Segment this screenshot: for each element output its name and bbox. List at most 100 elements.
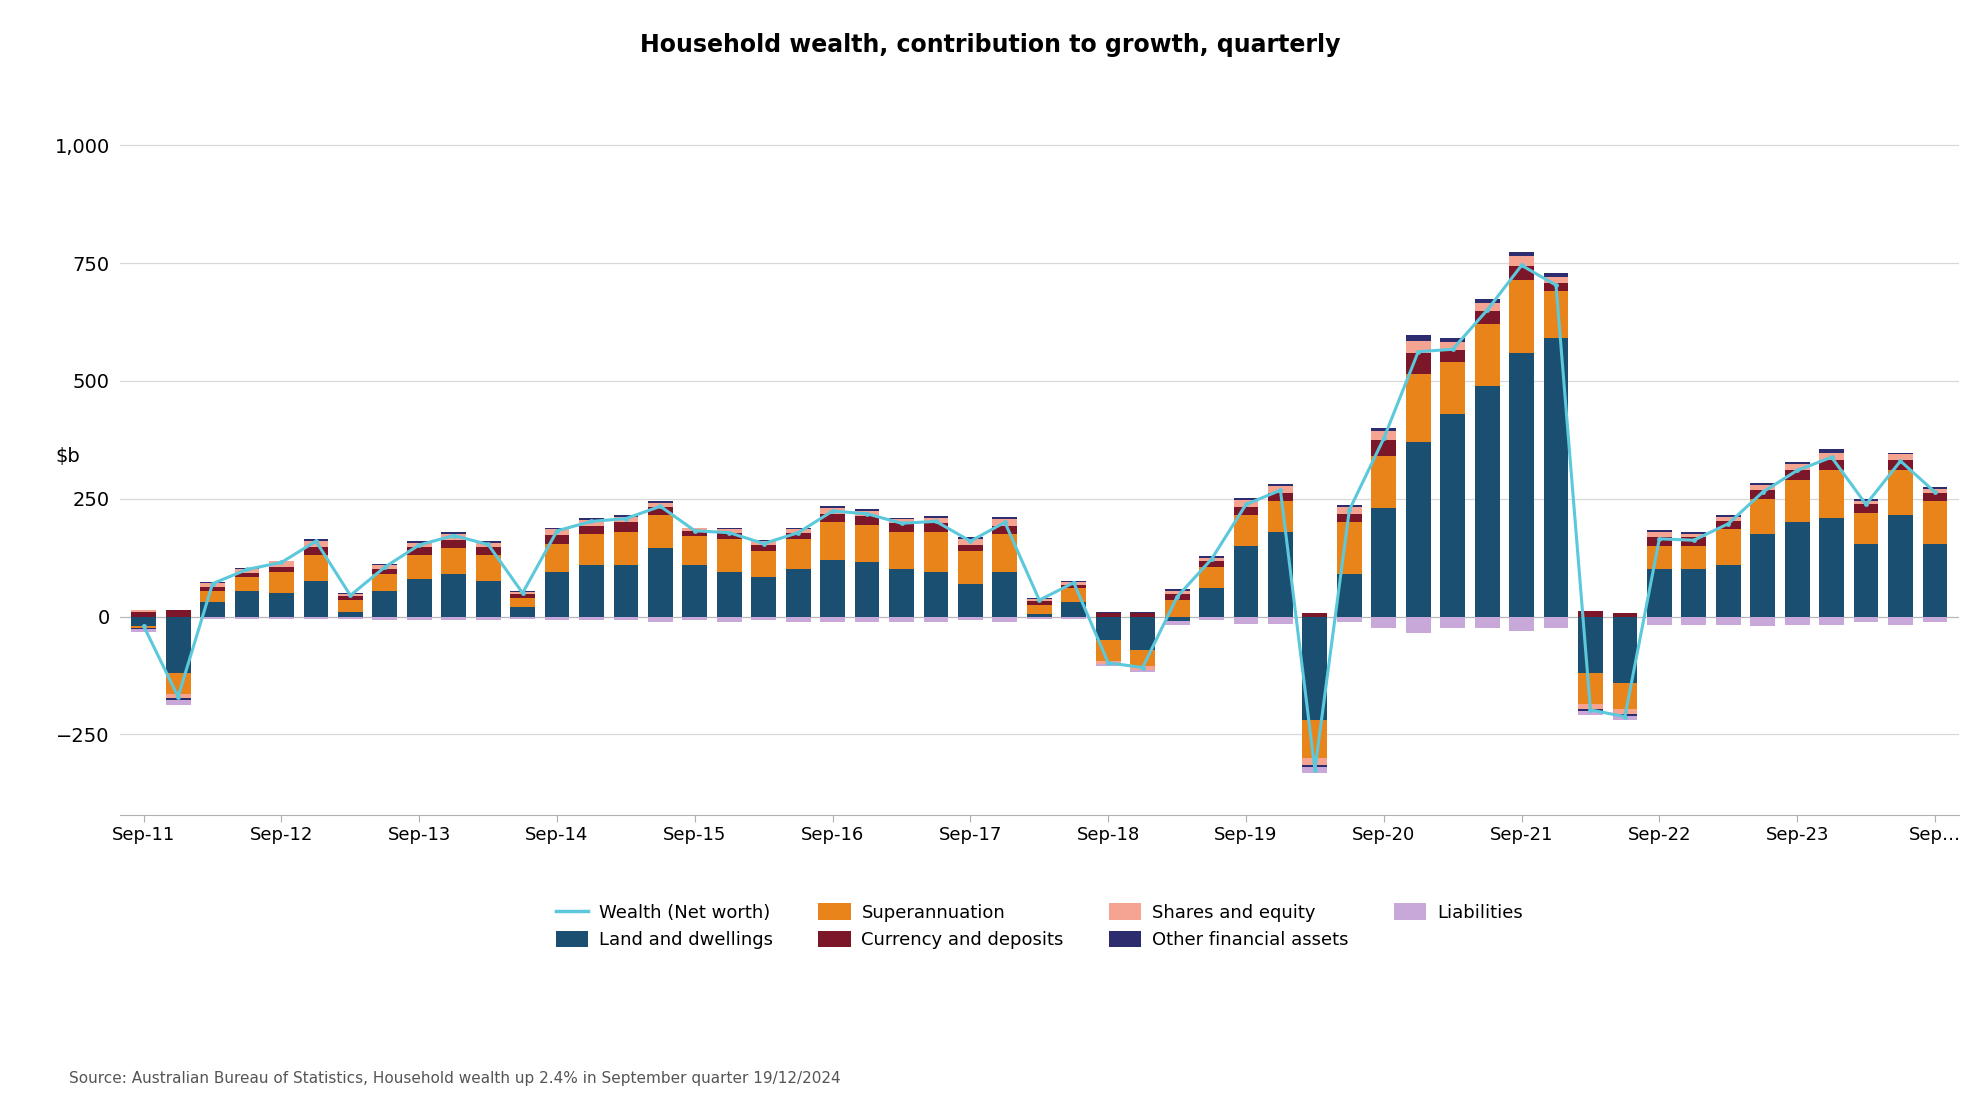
Bar <box>750 617 776 620</box>
Text: Source: Australian Bureau of Statistics, Household wealth up 2.4% in September q: Source: Australian Bureau of Statistics,… <box>69 1071 842 1087</box>
Bar <box>200 617 226 619</box>
Bar <box>1234 546 1259 617</box>
Legend: Wealth (Net worth), Land and dwellings, Superannuation, Currency and deposits, S: Wealth (Net worth), Land and dwellings, … <box>556 903 1523 949</box>
Bar <box>442 617 465 620</box>
Bar <box>889 531 915 570</box>
Bar <box>717 617 742 623</box>
Bar <box>1784 470 1810 480</box>
Bar <box>1578 610 1604 617</box>
Bar <box>820 617 845 623</box>
Bar <box>1061 582 1087 584</box>
Bar <box>1095 640 1121 661</box>
Bar <box>923 572 948 617</box>
Bar <box>372 564 398 569</box>
Bar <box>303 556 329 581</box>
Bar <box>1234 499 1259 507</box>
Bar <box>1923 493 1948 502</box>
Bar <box>442 535 465 540</box>
Bar <box>1475 311 1499 324</box>
Bar <box>544 572 570 617</box>
Bar <box>923 531 948 572</box>
Bar <box>1475 386 1499 617</box>
Bar <box>1923 502 1948 543</box>
Bar <box>269 593 293 617</box>
Bar <box>269 568 293 572</box>
Bar <box>1234 515 1259 546</box>
Bar <box>1372 428 1396 431</box>
Bar <box>166 700 190 705</box>
Bar <box>683 531 707 537</box>
Bar <box>166 698 190 700</box>
Bar <box>442 574 465 617</box>
Bar <box>889 524 915 531</box>
Bar <box>303 581 329 617</box>
Bar <box>1406 353 1432 374</box>
Bar <box>578 535 604 564</box>
Bar <box>1267 531 1293 617</box>
Bar <box>406 547 432 556</box>
Bar <box>1028 617 1051 619</box>
Bar <box>855 508 879 510</box>
Bar <box>992 535 1018 572</box>
Bar <box>1095 663 1121 667</box>
Bar <box>647 548 673 617</box>
Bar <box>544 528 570 529</box>
Bar <box>1234 617 1259 624</box>
Bar <box>475 581 501 617</box>
Bar <box>1750 485 1776 491</box>
Bar <box>1853 505 1879 513</box>
Bar <box>1612 617 1637 683</box>
Bar <box>372 574 398 591</box>
Bar <box>1509 353 1534 617</box>
Bar <box>1372 456 1396 508</box>
Bar <box>1717 529 1740 564</box>
Bar <box>1647 538 1671 546</box>
Bar <box>131 612 156 617</box>
Bar <box>1131 617 1154 650</box>
Bar <box>1544 277 1568 283</box>
Bar <box>647 515 673 548</box>
Bar <box>475 541 501 543</box>
Bar <box>786 539 810 570</box>
Bar <box>717 528 742 529</box>
Bar <box>1439 338 1465 342</box>
Bar <box>717 529 742 534</box>
Bar <box>717 572 742 617</box>
Bar <box>1750 491 1776 498</box>
Bar <box>1544 274 1568 277</box>
Bar <box>578 518 604 520</box>
Bar <box>234 617 259 619</box>
Bar <box>1303 613 1327 617</box>
Bar <box>1717 515 1740 517</box>
Bar <box>683 617 707 620</box>
Bar <box>1267 617 1293 624</box>
Bar <box>992 572 1018 617</box>
Bar <box>1544 617 1568 628</box>
Bar <box>1336 514 1362 522</box>
Bar <box>889 617 915 623</box>
Bar <box>683 537 707 564</box>
Bar <box>855 516 879 525</box>
Bar <box>786 570 810 617</box>
Bar <box>406 617 432 620</box>
Bar <box>511 617 535 619</box>
Bar <box>1267 485 1293 493</box>
Bar <box>1372 508 1396 617</box>
Bar <box>786 617 810 623</box>
Bar <box>923 516 948 518</box>
Bar <box>1784 522 1810 617</box>
Bar <box>750 551 776 576</box>
Bar <box>475 556 501 581</box>
Bar <box>1820 617 1843 625</box>
Bar <box>958 584 982 617</box>
Bar <box>1164 601 1190 617</box>
Bar <box>1164 594 1190 601</box>
Bar <box>786 534 810 539</box>
Bar <box>475 617 501 620</box>
Bar <box>131 609 156 612</box>
Bar <box>647 503 673 507</box>
Bar <box>200 583 226 587</box>
Bar <box>1681 570 1707 617</box>
Bar <box>544 535 570 543</box>
Bar <box>1439 617 1465 628</box>
